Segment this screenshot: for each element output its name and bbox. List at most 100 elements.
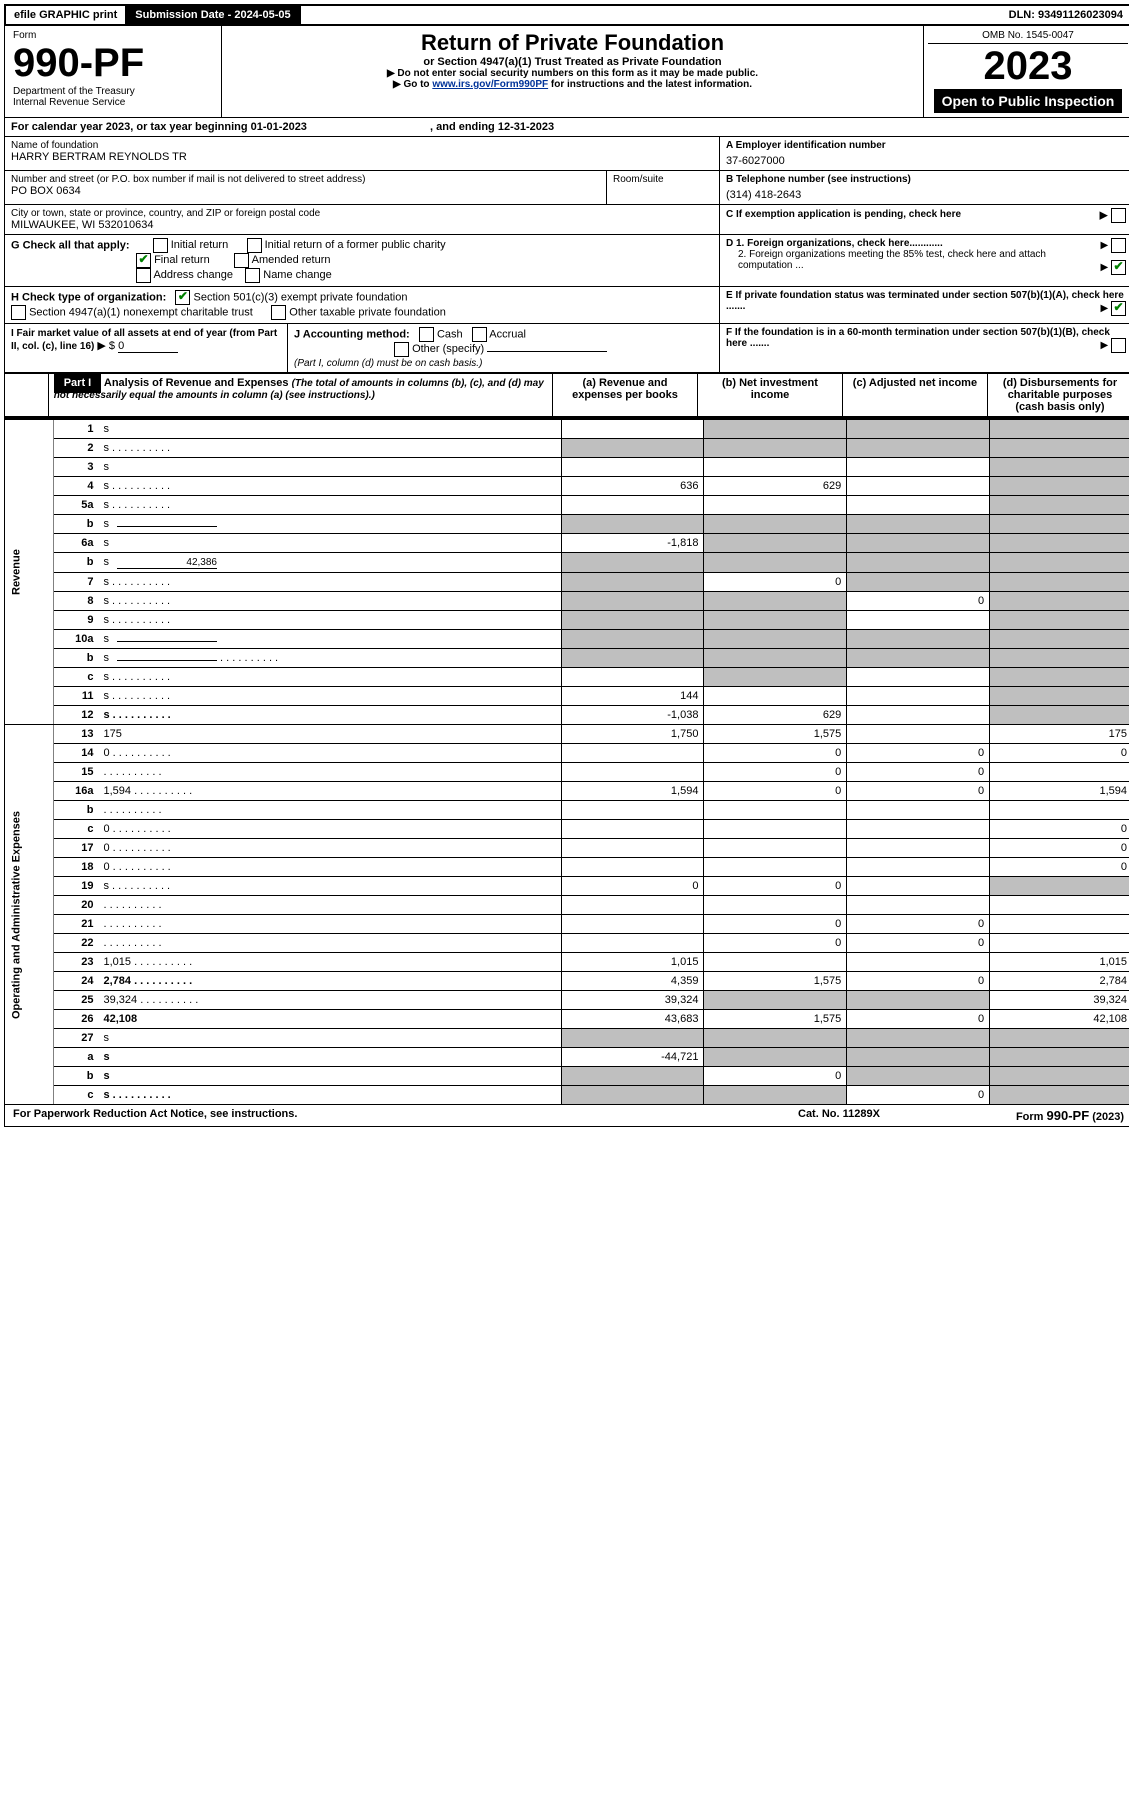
line-value-c: 0	[847, 915, 990, 934]
omb-label: OMB No. 1545-0047	[928, 30, 1128, 44]
table-row: 1500	[5, 763, 1129, 782]
dln-cell: DLN: 93491126023094	[1001, 6, 1129, 24]
j-label: J Accounting method:	[294, 328, 410, 340]
line-value-d	[990, 477, 1129, 496]
form-number: 990-PF	[13, 41, 213, 86]
h-e-row: H Check type of organization: ✔ Section …	[4, 287, 1129, 324]
d1-checkbox[interactable]	[1111, 238, 1126, 253]
line-description: s	[98, 515, 561, 534]
note2-post: for instructions and the latest informat…	[548, 79, 752, 90]
g-initial-checkbox[interactable]	[153, 238, 168, 253]
line-number: c	[54, 668, 99, 687]
line-number: 23	[54, 953, 99, 972]
d1-label: D 1. Foreign organizations, check here..…	[726, 238, 943, 249]
form-title: Return of Private Foundation	[226, 30, 919, 56]
line-value-b	[704, 630, 847, 649]
table-row: cs	[5, 668, 1129, 687]
line-value-c	[847, 706, 990, 725]
line-value-d: 39,324	[990, 991, 1129, 1010]
line-value-d	[990, 534, 1129, 553]
j-accrual-checkbox[interactable]	[472, 327, 487, 342]
line-number: 15	[54, 763, 99, 782]
e-checkbox[interactable]: ✔	[1111, 301, 1126, 316]
table-row: as-44,721	[5, 1048, 1129, 1067]
line-value-c	[847, 611, 990, 630]
header-right: OMB No. 1545-0047 2023 Open to Public In…	[923, 26, 1129, 117]
footer-right: Form 990-PF (2023)	[1008, 1105, 1129, 1126]
line-description: s	[98, 1067, 561, 1086]
line-number: 27	[54, 1029, 99, 1048]
line-description: s	[98, 534, 561, 553]
table-row: bs42,386	[5, 553, 1129, 573]
line-value-c	[847, 515, 990, 534]
line-value-c	[847, 839, 990, 858]
table-row: 2s	[5, 439, 1129, 458]
tax-year: 2023	[928, 44, 1128, 89]
g-addrchg-checkbox[interactable]	[136, 268, 151, 283]
meta-city-row: City or town, state or province, country…	[4, 205, 1129, 235]
line-value-a: -1,818	[561, 534, 704, 553]
line-description	[98, 801, 561, 820]
g-label: G Check all that apply:	[11, 239, 130, 251]
line-value-c	[847, 477, 990, 496]
line-description: s	[98, 706, 561, 725]
line-value-b: 0	[704, 763, 847, 782]
line-description: 1,015	[98, 953, 561, 972]
g-final-checkbox[interactable]: ✔	[136, 253, 151, 268]
line-value-b	[704, 458, 847, 477]
line-value-d	[990, 934, 1129, 953]
i-cell: I Fair market value of all assets at end…	[5, 324, 288, 372]
line-number: b	[54, 515, 99, 534]
line-value-a	[561, 458, 704, 477]
line-description	[98, 896, 561, 915]
h-other-checkbox[interactable]	[271, 305, 286, 320]
h-501c3-checkbox[interactable]: ✔	[175, 290, 190, 305]
line-value-a: 144	[561, 687, 704, 706]
g-amended-checkbox[interactable]	[234, 253, 249, 268]
efile-label[interactable]: efile GRAPHIC print	[6, 6, 127, 24]
line-value-b	[704, 439, 847, 458]
line-value-a	[561, 934, 704, 953]
line-value-d	[990, 1029, 1129, 1048]
h-4947-checkbox[interactable]	[11, 305, 26, 320]
line-description	[98, 915, 561, 934]
line-number: 16a	[54, 782, 99, 801]
city-label: City or town, state or province, country…	[11, 208, 713, 219]
line-value-a	[561, 763, 704, 782]
j-opt-1: Accrual	[489, 328, 526, 340]
line-value-b: 1,575	[704, 1010, 847, 1029]
line-number: 9	[54, 611, 99, 630]
table-row: 2642,10843,6831,575042,108	[5, 1010, 1129, 1029]
j-other-checkbox[interactable]	[394, 342, 409, 357]
calendar-year-text: For calendar year 2023, or tax year begi…	[5, 118, 1129, 136]
d2-checkbox[interactable]: ✔	[1111, 260, 1126, 275]
g-d-row: G Check all that apply: Initial return I…	[4, 235, 1129, 287]
cal-pre: For calendar year 2023, or tax year begi…	[11, 121, 251, 133]
j-other-field[interactable]	[487, 351, 607, 352]
line-value-b: 0	[704, 573, 847, 592]
j-cash-checkbox[interactable]	[419, 327, 434, 342]
line-value-c	[847, 553, 990, 573]
name-label: Name of foundation	[11, 140, 713, 151]
col-c-header: (c) Adjusted net income	[842, 374, 987, 418]
h-opt-0: Section 501(c)(3) exempt private foundat…	[193, 291, 407, 303]
table-row: b	[5, 801, 1129, 820]
dln-label: DLN:	[1009, 9, 1038, 21]
col-a-header: (a) Revenue and expenses per books	[552, 374, 697, 418]
g-namechg-checkbox[interactable]	[245, 268, 260, 283]
line-value-a	[561, 611, 704, 630]
city-cell: City or town, state or province, country…	[5, 205, 720, 234]
subdate-label: Submission Date -	[135, 9, 234, 21]
f-checkbox[interactable]	[1111, 338, 1126, 353]
table-row: Operating and Administrative Expenses131…	[5, 725, 1129, 744]
line-value-c	[847, 534, 990, 553]
table-row: 19s00	[5, 877, 1129, 896]
line-value-d: 1,015	[990, 953, 1129, 972]
irs-link[interactable]: www.irs.gov/Form990PF	[432, 79, 548, 90]
table-row: 10as	[5, 630, 1129, 649]
g-formerpub-checkbox[interactable]	[247, 238, 262, 253]
line-value-b	[704, 820, 847, 839]
c-checkbox[interactable]	[1111, 208, 1126, 223]
line-value-d	[990, 611, 1129, 630]
table-row: 16a1,5941,594001,594	[5, 782, 1129, 801]
